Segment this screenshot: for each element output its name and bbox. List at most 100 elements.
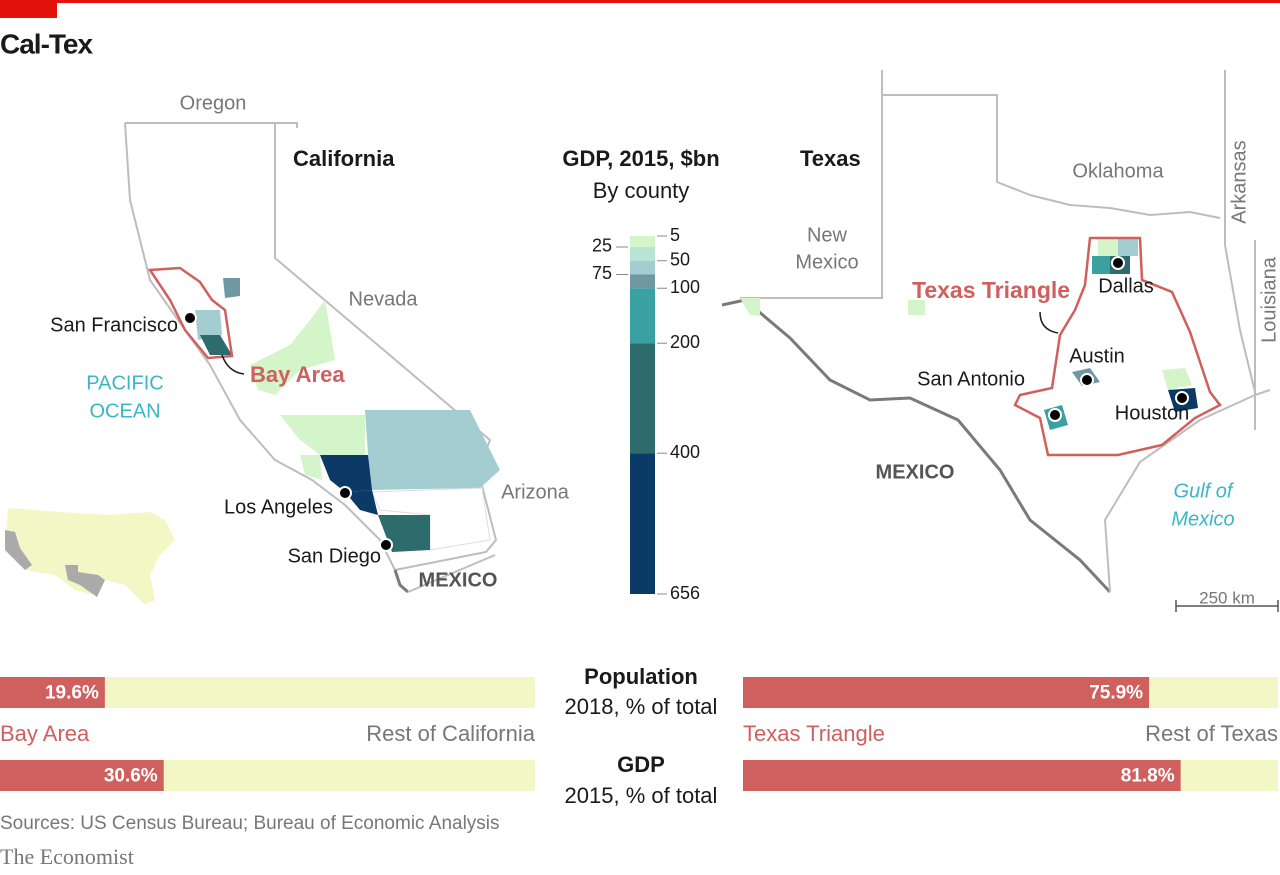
region-label: Texas Triangle xyxy=(912,277,1070,303)
bar xyxy=(743,760,1181,791)
brand-tab xyxy=(0,0,57,18)
publisher: The Economist xyxy=(0,844,134,869)
leader xyxy=(1039,311,1059,334)
bar-label: 75.9% xyxy=(1089,683,1143,704)
legend-tick-label: 100 xyxy=(670,277,700,297)
county xyxy=(200,335,232,355)
legend-tick-label: 75 xyxy=(592,263,612,283)
mexico-border xyxy=(407,554,496,593)
us-shape xyxy=(5,508,175,605)
city-label: Dallas xyxy=(1098,275,1154,297)
city-dot xyxy=(1111,256,1125,270)
legend-swatch xyxy=(630,260,655,275)
region-name: Bay Area xyxy=(0,721,90,746)
city-label: Austin xyxy=(1069,345,1125,367)
legend-swatch xyxy=(630,236,655,247)
county xyxy=(223,278,240,298)
measure-detail: 2015, % of total xyxy=(565,783,718,808)
county xyxy=(365,410,500,490)
bay-area-outline xyxy=(147,266,234,360)
county xyxy=(1162,368,1192,390)
county xyxy=(345,490,378,515)
state-label: Mexico xyxy=(795,251,858,273)
legend-tick-label: 5 xyxy=(670,225,680,245)
measure-name: Population xyxy=(584,664,698,689)
leader xyxy=(221,354,245,375)
county xyxy=(320,455,372,492)
city-label: Houston xyxy=(1115,402,1190,424)
comparison-bars: Bay Area Rest of California 19.6% 30.6% Texa… xyxy=(0,677,1278,791)
state-label: Arkansas xyxy=(1228,140,1250,223)
gulf-label: Gulf of xyxy=(1174,480,1235,502)
coast xyxy=(393,569,409,594)
legend-tick-label: 400 xyxy=(670,442,700,462)
ocean-label: OCEAN xyxy=(89,400,160,422)
city-label: San Antonio xyxy=(917,368,1025,390)
gulf-label: Mexico xyxy=(1171,508,1234,530)
city-dot xyxy=(338,486,352,500)
texas-triangle-outline xyxy=(1013,236,1222,457)
county xyxy=(1098,238,1118,256)
bar-label: 19.6% xyxy=(45,683,99,704)
city-dot xyxy=(1080,373,1094,387)
county xyxy=(1092,256,1110,274)
city-dot xyxy=(1175,391,1189,405)
county xyxy=(280,415,365,455)
gulf-coast xyxy=(1103,389,1271,593)
legend-swatch xyxy=(630,274,655,289)
ocean-label: PACIFIC xyxy=(86,372,163,394)
legend-swatch xyxy=(630,246,655,261)
measure-detail: 2018, % of total xyxy=(565,694,718,719)
region-label: Bay Area xyxy=(250,362,345,387)
rest-name: Rest of Texas xyxy=(1145,721,1278,746)
legend: 5 25 50 75 100 200 400 656 xyxy=(592,225,700,603)
region-name: Texas Triangle xyxy=(743,721,885,746)
legend-swatch xyxy=(630,343,655,454)
measure-name: GDP xyxy=(617,752,665,777)
country-label: MEXICO xyxy=(419,569,498,591)
us-inset xyxy=(5,508,175,605)
legend-tick-label: 656 xyxy=(670,583,700,603)
map-title: California xyxy=(293,146,395,171)
rio-grande xyxy=(721,298,1112,594)
bar-label: 30.6% xyxy=(104,766,158,787)
county xyxy=(908,300,925,315)
bar xyxy=(0,677,105,708)
bar-label: 81.8% xyxy=(1121,766,1175,787)
texas-inset xyxy=(65,565,105,597)
city-dot xyxy=(183,311,197,325)
scale-bar xyxy=(1175,600,1279,612)
state-label: New xyxy=(807,224,848,246)
source: Sources: US Census Bureau; Bureau of Eco… xyxy=(0,813,500,834)
city-dot xyxy=(379,538,393,552)
rest-name: Rest of California xyxy=(366,721,536,746)
legend-tick-label: 50 xyxy=(670,249,690,269)
map-title: Texas xyxy=(800,146,861,171)
county xyxy=(1118,238,1138,256)
legend-swatch xyxy=(630,453,655,594)
legend-swatch xyxy=(630,288,655,344)
legend-title: GDP, 2015, $bn xyxy=(562,146,719,171)
california-map: Oregon California Nevada Arizona MEXICO … xyxy=(50,92,570,594)
legend-tick-label: 200 xyxy=(670,332,700,352)
top-rule xyxy=(0,0,1280,3)
country-label: MEXICO xyxy=(876,461,955,483)
state-label: Arizona xyxy=(501,481,570,503)
county xyxy=(300,455,322,480)
county xyxy=(740,298,760,316)
scale-label: 250 km xyxy=(1199,588,1255,607)
legend-tick-label: 25 xyxy=(592,236,612,256)
bar xyxy=(0,760,164,791)
title: Cal-Tex xyxy=(0,28,93,59)
state-label: Oklahoma xyxy=(1072,160,1164,182)
county xyxy=(250,300,335,395)
legend-subtitle: By county xyxy=(593,178,690,203)
city-dot xyxy=(1048,408,1062,422)
city-label: San Francisco xyxy=(50,314,178,336)
state-border xyxy=(740,70,1256,430)
state-label: Oregon xyxy=(180,92,247,114)
state-label: Louisiana xyxy=(1258,256,1280,343)
texas-map: Texas Oklahoma Arkansas Louisiana New Me… xyxy=(721,70,1280,612)
